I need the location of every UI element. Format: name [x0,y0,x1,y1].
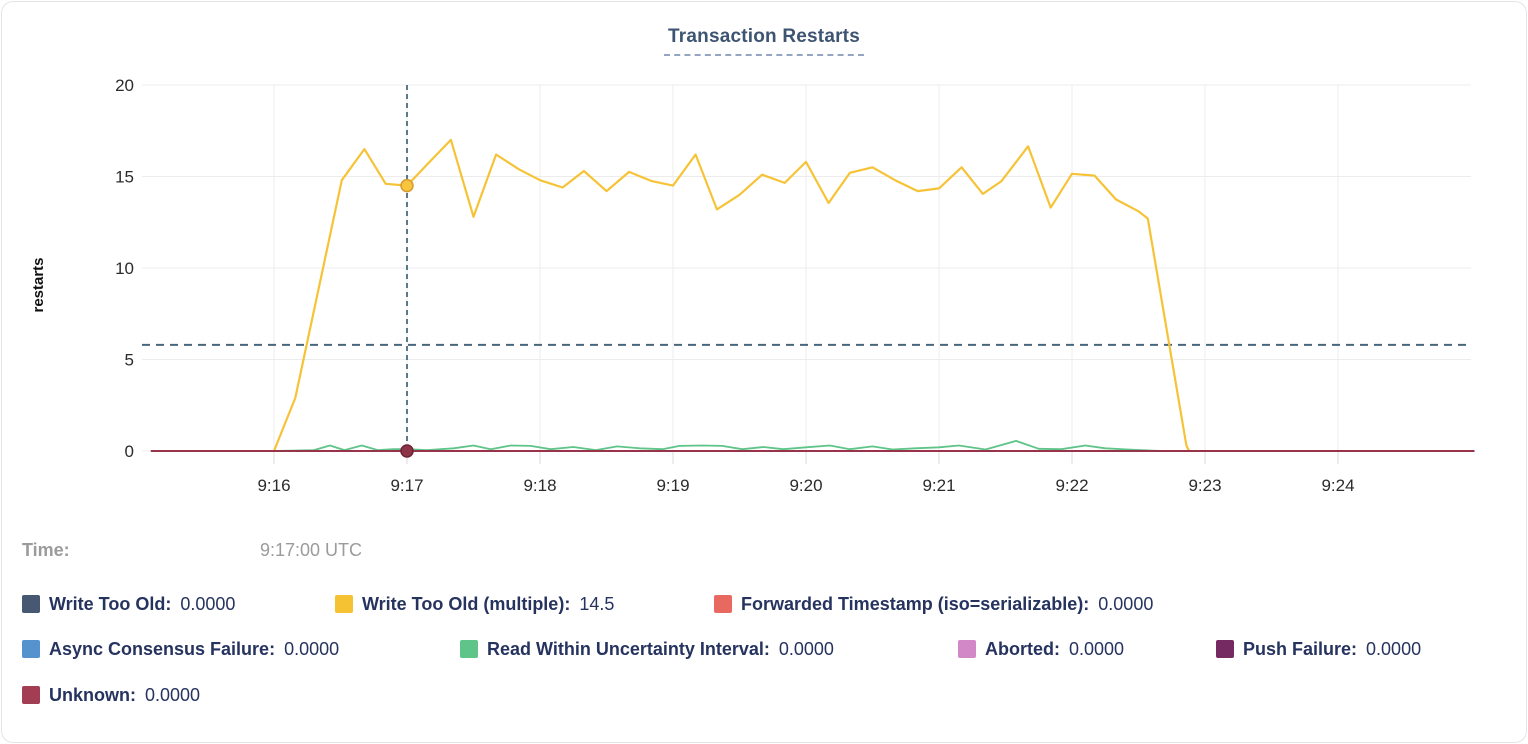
legend-row-2: Async Consensus Failure: 0.0000 Read Withi… [2,638,1526,662]
legend-value: 0.0000 [284,638,340,659]
x-tick-label: 9:18 [523,476,556,495]
legend-swatch-icon [22,640,40,658]
legend-value: 14.5 [579,593,615,614]
legend-label: Write Too Old: [49,593,172,614]
hover-dot [400,178,414,193]
legend-swatch-icon [714,595,732,613]
legend-row-1: Write Too Old: 0.0000 Write Too Old (multi… [2,593,1526,617]
legend-item-unknown[interactable]: Unknown: 0.0000 [22,684,200,706]
legend-item-forwarded-timestamp-iso-serializable[interactable]: Forwarded Timestamp (iso=serializable): 0… [714,593,1153,615]
transaction-restarts-chart[interactable]: 0 5 10 15 20 9:16 9:17 9:18 9:19 9:20 9:21 9:22 9:23… [2,2,1527,510]
legend-item-write-too-old[interactable]: Write Too Old: 0.0000 [22,593,235,615]
series-line-write-too-old-multiple [272,138,1191,453]
legend-swatch-icon [958,640,976,658]
legend-value: 0.0000 [1098,593,1154,614]
legend-row-3: Unknown: 0.0000 [2,684,1526,708]
legend-value: 0.0000 [778,638,834,659]
x-tick-label: 9:21 [922,476,955,495]
legend-label: Unknown: [49,684,136,705]
y-tick-label: 10 [115,259,134,278]
y-tick-label: 0 [125,442,134,461]
legend-item-write-too-old-multiple[interactable]: Write Too Old (multiple): 14.5 [335,593,614,615]
x-tick-label: 9:24 [1321,476,1354,495]
legend-value: 0.0000 [1069,638,1125,659]
x-tick-label: 9:17 [390,476,423,495]
legend-item-push-failure[interactable]: Push Failure: 0.0000 [1216,638,1421,660]
hover-time-row: Time: 9:17:00 UTC [2,540,1526,564]
legend-value: 0.0000 [180,593,236,614]
hover-dot [400,444,414,458]
y-tick-label: 5 [125,351,134,370]
legend-label: Async Consensus Failure: [49,638,276,659]
legend-value: 0.0000 [1366,638,1422,659]
x-tick-label: 9:16 [257,476,290,495]
chart-header: Transaction Restarts [2,26,1526,56]
x-tick-label: 9:23 [1188,476,1221,495]
legend-label: Aborted: [985,638,1060,659]
x-tick-label: 9:20 [789,476,822,495]
legend-swatch-icon [1216,640,1234,658]
legend-item-async-consensus-failure[interactable]: Async Consensus Failure: 0.0000 [22,638,339,660]
legend-value: 0.0000 [145,684,201,705]
chart-title[interactable]: Transaction Restarts [664,26,864,56]
legend-label: Forwarded Timestamp (iso=serializable): [741,593,1090,614]
hover-time-value: 9:17:00 UTC [260,540,363,560]
x-tick-label: 9:22 [1055,476,1088,495]
legend-item-read-within-uncertainty-interval[interactable]: Read Within Uncertainty Interval: 0.0000 [460,638,834,660]
legend-swatch-icon [22,686,40,704]
legend-swatch-icon [460,640,478,658]
legend-label: Write Too Old (multiple): [362,593,571,614]
legend-label: Read Within Uncertainty Interval: [487,638,770,659]
legend-label: Push Failure: [1243,638,1358,659]
x-tick-label: 9:19 [656,476,689,495]
y-tick-label: 15 [115,168,134,187]
y-tick-label: 20 [115,76,134,95]
legend-swatch-icon [335,595,353,613]
legend-item-aborted[interactable]: Aborted: 0.0000 [958,638,1124,660]
legend-swatch-icon [22,595,40,613]
hover-time-label: Time: [22,540,70,560]
